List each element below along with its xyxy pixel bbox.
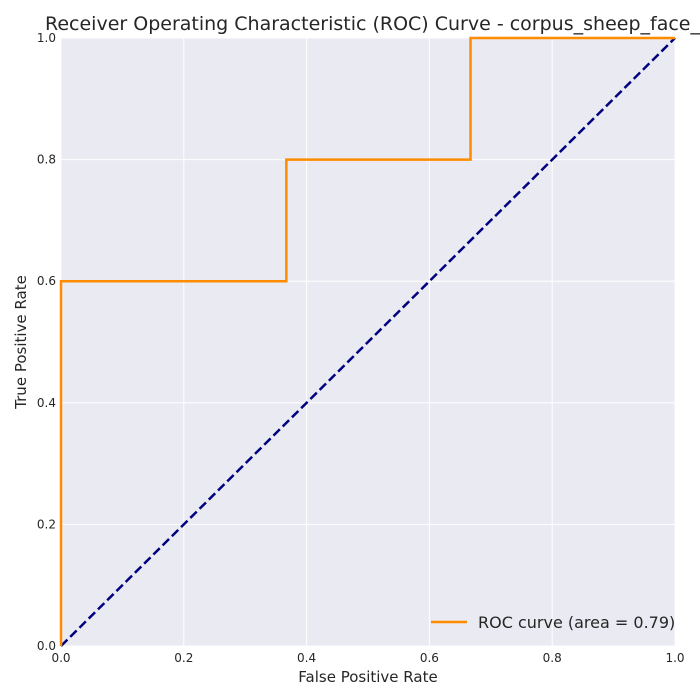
x-tick-labels: 0.0 0.2 0.4 0.6 0.8 1.0 [51, 651, 684, 665]
y-tick-labels: 0.0 0.2 0.4 0.6 0.8 1.0 [37, 31, 56, 653]
x-tick-label: 1.0 [665, 651, 684, 665]
legend: ROC curve (area = 0.79) [431, 613, 675, 632]
x-tick-label: 0.2 [174, 651, 193, 665]
y-tick-label: 0.4 [37, 396, 56, 410]
x-tick-label: 0.4 [297, 651, 316, 665]
y-tick-label: 0.6 [37, 274, 56, 288]
y-tick-label: 1.0 [37, 31, 56, 45]
chart-title: Receiver Operating Characteristic (ROC) … [45, 13, 700, 35]
y-axis-label: True Positive Rate [12, 275, 30, 410]
y-tick-label: 0.2 [37, 517, 56, 531]
legend-label-roc: ROC curve (area = 0.79) [478, 613, 675, 632]
x-axis-label: False Positive Rate [298, 668, 437, 686]
series-group [59, 36, 676, 647]
x-tick-label: 0.8 [543, 651, 562, 665]
x-tick-label: 0.6 [420, 651, 439, 665]
x-tick-label: 0.0 [51, 651, 70, 665]
y-tick-label: 0.0 [37, 639, 56, 653]
chance-diagonal-line [60, 37, 676, 647]
y-tick-label: 0.8 [37, 153, 56, 167]
roc-curve-line [59, 36, 675, 646]
